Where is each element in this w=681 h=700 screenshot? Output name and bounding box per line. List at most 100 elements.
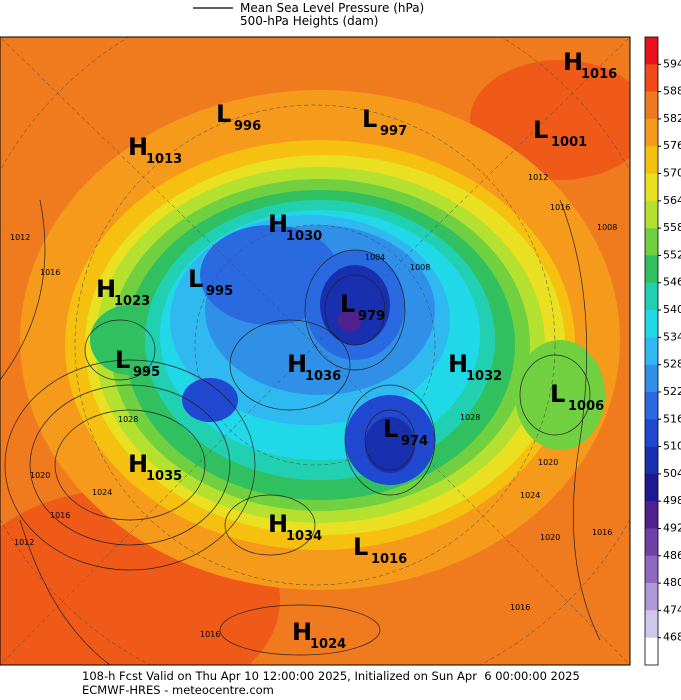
center-pressure: 1034 (286, 529, 322, 544)
height-band (182, 378, 238, 422)
colorbar-band (645, 337, 658, 365)
center-type: H (128, 133, 148, 161)
contour-label: 1016 (550, 203, 570, 212)
colorbar-band (645, 391, 658, 420)
colorbar-tick-label: 510 (663, 440, 681, 453)
center-type: H (448, 350, 468, 378)
colorbar-tick-label: 528 (663, 358, 681, 371)
center-pressure: 1036 (305, 369, 341, 384)
colorbar-band (645, 282, 658, 311)
colorbar-tick-label: 486 (663, 549, 681, 562)
legend-heights: 500-hPa Heights (dam) (240, 14, 378, 28)
colorbar-band (645, 91, 658, 120)
contour-label: 1008 (410, 263, 430, 272)
colorbar-band (645, 310, 658, 338)
colorbar-tick-label: 492 (663, 521, 681, 534)
contour-label: 1020 (540, 533, 560, 542)
colorbar-band (645, 637, 658, 666)
colorbar-band (645, 610, 658, 638)
colorbar-band (645, 228, 658, 256)
center-pressure: 979 (358, 309, 385, 324)
colorbar-band (645, 555, 658, 584)
contour-label: 1024 (520, 491, 540, 500)
center-type: H (268, 210, 288, 238)
center-type: H (268, 510, 288, 538)
colorbar-tick-label: 570 (663, 167, 681, 180)
colorbar-tick-label: 594 (663, 57, 681, 70)
center-pressure: 997 (380, 124, 407, 139)
colorbar-tick-label: 534 (663, 330, 681, 343)
colorbar-tick-label: 540 (663, 303, 681, 316)
center-type: L (550, 380, 565, 408)
colorbar-band (645, 583, 658, 611)
contour-label: 1028 (118, 415, 138, 424)
contour-label: 1016 (200, 630, 220, 639)
center-pressure: 1023 (114, 294, 150, 309)
center-type: L (533, 116, 548, 144)
center-type: L (188, 265, 203, 293)
center-pressure: 1035 (146, 469, 182, 484)
contour-label: 1020 (30, 471, 50, 480)
center-pressure: 1013 (146, 152, 182, 167)
colorbar-tick-label: 516 (663, 412, 681, 425)
colorbar-band (645, 364, 658, 393)
colorbar-tick-label: 498 (663, 494, 681, 507)
center-pressure: 996 (234, 119, 261, 134)
center-type: L (340, 290, 355, 318)
colorbar-band (645, 419, 658, 447)
center-type: L (353, 533, 368, 561)
height-band (320, 265, 390, 345)
colorbar-band (645, 255, 658, 284)
center-type: H (292, 618, 312, 646)
center-pressure: 1006 (568, 399, 604, 414)
center-pressure: 995 (206, 284, 233, 299)
center-pressure: 1030 (286, 229, 322, 244)
colorbar-frame (644, 36, 659, 666)
center-type: L (362, 105, 377, 133)
center-type: L (216, 100, 231, 128)
contour-label: 1016 (50, 511, 70, 520)
colorbar-tick-label: 564 (663, 194, 681, 207)
height-band (200, 225, 340, 325)
colorbar-tick-label: 558 (663, 221, 681, 234)
contour-label: 1020 (538, 458, 558, 467)
colorbar-band (645, 446, 658, 475)
colorbar-band (645, 473, 658, 502)
colorbar-band (645, 501, 658, 529)
footer-source: ECMWF-HRES - meteocentre.com (82, 683, 274, 697)
contour-label: 1012 (528, 173, 548, 182)
contour-label: 1016 (510, 603, 530, 612)
colorbar-tick-label: 576 (663, 139, 681, 152)
colorbar-band (645, 118, 658, 147)
center-pressure: 974 (401, 434, 428, 449)
contour-label: 1024 (92, 488, 112, 497)
footer-valid: 108-h Fcst Valid on Thu Apr 10 12:00:00 … (82, 669, 580, 683)
contour-label: 1016 (40, 268, 60, 277)
map-frame (0, 36, 631, 666)
colorbar: 594 588 582 576 570 564 558 552 546 540 534 528 522 5… (644, 36, 681, 666)
height-band (365, 417, 415, 473)
colorbar-tick-label: 504 (663, 467, 681, 480)
colorbar-band (645, 64, 658, 92)
colorbar-tick-label: 480 (663, 576, 681, 589)
center-pressure: 1016 (371, 552, 407, 567)
center-type: H (96, 275, 116, 303)
colorbar-band (645, 528, 658, 557)
center-type: H (128, 450, 148, 478)
contour-labels: 1012 1016 1008 1016 1012 1028 1020 1024 1016 1012… (10, 173, 617, 639)
center-type: L (383, 415, 398, 443)
contour-label: 1012 (14, 538, 34, 547)
contour-label: 1012 (10, 233, 30, 242)
contour-label: 1008 (597, 223, 617, 232)
colorbar-band (645, 173, 658, 202)
contour-label: 1016 (592, 528, 612, 537)
center-pressure: 1001 (551, 135, 587, 150)
legend-mslp: Mean Sea Level Pressure (hPa) (240, 1, 424, 15)
center-pressure: 1016 (581, 67, 617, 82)
colorbar-tick-label: 588 (663, 85, 681, 98)
colorbar-tick-label: 468 (663, 631, 681, 644)
